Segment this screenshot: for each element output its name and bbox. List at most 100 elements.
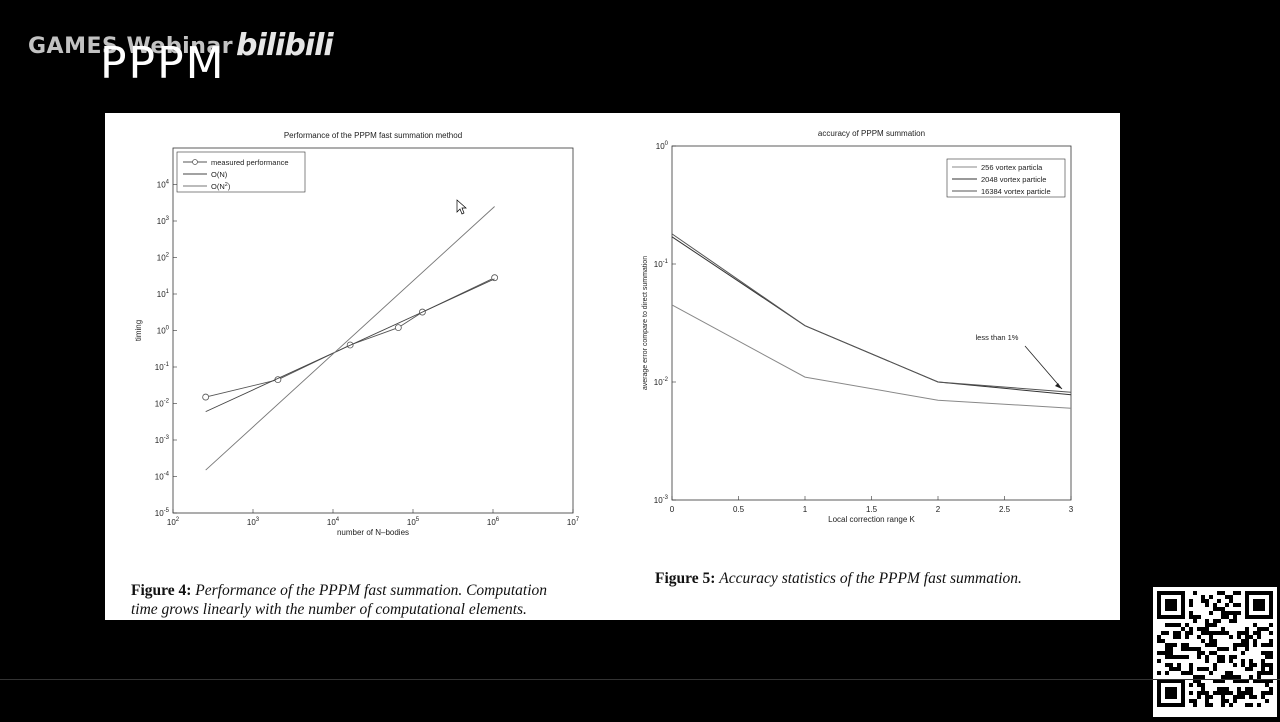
fig4-title: Performance of the PPPM fast summation m… <box>284 131 462 140</box>
qr-module <box>1181 655 1185 659</box>
qr-module <box>1217 679 1221 683</box>
fig4-legend-label: O(N2) <box>211 182 231 191</box>
qr-module <box>1181 627 1185 631</box>
qr-module <box>1237 675 1241 679</box>
qr-module <box>1165 663 1169 667</box>
qr-module <box>1245 647 1249 651</box>
qr-module <box>1165 651 1169 655</box>
qr-module <box>1189 683 1193 687</box>
qr-module <box>1249 667 1253 671</box>
qr-module <box>1233 699 1237 703</box>
fig5-annotation-arrowhead <box>1055 383 1062 389</box>
qr-module <box>1177 631 1181 635</box>
qr-module <box>1241 643 1245 647</box>
fig5-annotation: less than 1% <box>976 333 1019 342</box>
qr-module <box>1221 591 1225 595</box>
qr-module <box>1265 691 1269 695</box>
qr-module <box>1205 695 1209 699</box>
qr-module <box>1233 655 1237 659</box>
qr-module <box>1245 631 1249 635</box>
qr-module <box>1229 671 1233 675</box>
qr-module <box>1169 623 1173 627</box>
qr-module <box>1237 687 1241 691</box>
qr-module <box>1193 647 1197 651</box>
qr-module <box>1173 623 1177 627</box>
qr-module <box>1165 599 1177 611</box>
qr-module <box>1189 603 1193 607</box>
qr-module <box>1157 651 1161 655</box>
fig5-legend-label: 2048 vortex particle <box>981 175 1046 184</box>
qr-module <box>1189 631 1193 635</box>
qr-module <box>1233 675 1237 679</box>
qr-module <box>1181 643 1185 647</box>
qr-module <box>1233 643 1237 647</box>
qr-module <box>1205 655 1209 659</box>
qr-module <box>1189 667 1193 671</box>
qr-module <box>1269 671 1273 675</box>
figure5-caption: Figure 5: Accuracy statistics of the PPP… <box>655 569 1105 588</box>
qr-module <box>1249 695 1253 699</box>
qr-module <box>1205 691 1209 695</box>
qr-module <box>1225 687 1229 691</box>
qr-module <box>1173 635 1177 639</box>
qr-module <box>1233 679 1237 683</box>
fig5-axes-box <box>671 145 1072 501</box>
fig4-axes-box <box>172 147 574 514</box>
qr-module <box>1221 659 1225 663</box>
qr-module <box>1221 703 1225 707</box>
qr-module <box>1157 639 1161 643</box>
qr-module <box>1229 703 1233 707</box>
qr-module <box>1221 647 1225 651</box>
qr-module <box>1233 615 1237 619</box>
fig5-series-line-2 <box>671 233 1072 393</box>
qr-module <box>1201 687 1205 691</box>
qr-module <box>1261 643 1265 647</box>
qr-module <box>1237 691 1241 695</box>
qr-module <box>1165 643 1169 647</box>
qr-module <box>1221 655 1225 659</box>
qr-module <box>1241 691 1245 695</box>
qr-module <box>1205 659 1209 663</box>
qr-module <box>1257 627 1261 631</box>
qr-module <box>1201 631 1205 635</box>
qr-code <box>1153 587 1277 717</box>
qr-module <box>1169 647 1173 651</box>
paper-figure-excerpt: Performance of the PPPM fast summation m… <box>105 113 1120 620</box>
fig5-ytick-label: 10-2 <box>654 377 669 387</box>
qr-module <box>1265 679 1269 683</box>
qr-module <box>1209 643 1213 647</box>
qr-module <box>1177 667 1181 671</box>
fig5-xtick-label: 0.5 <box>733 505 745 514</box>
figure5-label: Figure 5: <box>655 570 716 587</box>
qr-module <box>1201 639 1205 643</box>
qr-module <box>1229 659 1233 663</box>
fig4-ylabel: timing <box>134 320 143 341</box>
qr-module <box>1249 675 1253 679</box>
qr-module <box>1197 647 1201 651</box>
qr-module <box>1225 671 1229 675</box>
qr-module <box>1165 687 1177 699</box>
qr-module <box>1177 635 1181 639</box>
qr-module <box>1221 627 1225 631</box>
qr-module <box>1265 643 1269 647</box>
qr-module <box>1249 659 1253 663</box>
qr-module <box>1173 643 1177 647</box>
qr-module <box>1205 623 1209 627</box>
qr-module <box>1233 611 1237 615</box>
qr-module <box>1237 611 1241 615</box>
qr-module <box>1229 635 1233 639</box>
qr-module <box>1205 643 1209 647</box>
qr-module <box>1269 655 1273 659</box>
fig5-legend-label: 256 vortex particla <box>981 163 1043 172</box>
qr-module <box>1205 703 1209 707</box>
qr-module <box>1217 687 1221 691</box>
qr-module <box>1261 679 1265 683</box>
qr-module <box>1173 667 1177 671</box>
games-webinar-watermark: GAMES Webinar <box>28 34 234 59</box>
qr-module <box>1201 627 1205 631</box>
qr-module <box>1261 663 1265 667</box>
qr-module <box>1165 623 1169 627</box>
qr-module <box>1221 631 1225 635</box>
qr-module <box>1197 615 1201 619</box>
qr-module <box>1253 663 1257 667</box>
